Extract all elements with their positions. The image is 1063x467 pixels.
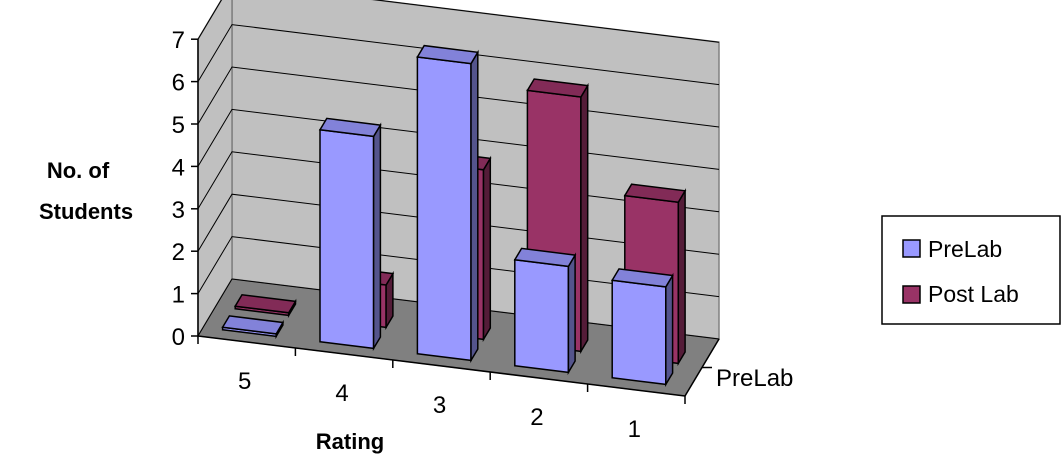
x-tick-label: 5 (238, 368, 251, 395)
bar-postlab-5 (233, 293, 297, 319)
x-tick-label: 2 (530, 404, 543, 431)
bar-prelab-3-side (470, 49, 479, 364)
y-tick-label: 7 (172, 27, 185, 54)
bar-prelab-1 (610, 268, 674, 388)
bar-prelab-2 (513, 247, 577, 376)
x-tick-labels: 5 4 3 2 1 (238, 368, 641, 443)
bar-prelab-4-top (318, 117, 382, 138)
y-tick-labels: 0 1 2 3 4 5 6 7 (172, 27, 185, 351)
bar-postlab-3-side (482, 155, 492, 343)
y-axis-title-line2: Students (39, 199, 133, 224)
x-tick-label: 1 (628, 416, 641, 443)
bar-prelab-5-top (221, 315, 285, 335)
y-tick-label: 4 (172, 154, 185, 181)
bar-prelab-2-front (514, 258, 570, 374)
bar-prelab-1-side (665, 272, 674, 388)
x-tick-label: 3 (433, 392, 446, 419)
x-axis-line (197, 335, 686, 397)
x-axis-title: Rating (316, 429, 384, 454)
bar-postlab-2-top (526, 78, 589, 98)
legend-box (881, 215, 1061, 325)
legend-label-postlab: Post Lab (928, 281, 1019, 307)
bar-prelab-3-front (416, 56, 472, 362)
bars (221, 44, 687, 388)
y-tick-label: 1 (172, 282, 185, 309)
y-tick-label: 0 (172, 324, 185, 351)
bar-postlab-1-top (623, 183, 687, 204)
bar-prelab-5 (221, 315, 285, 340)
depth-axis-label: PreLab (716, 365, 793, 392)
bar-prelab-3-top (416, 44, 480, 65)
y-tick-label: 5 (172, 112, 185, 139)
bar-prelab-2-side (567, 252, 576, 376)
x-tick-label: 4 (335, 380, 348, 407)
gridline (197, 24, 720, 86)
legend-swatch-prelab (902, 239, 921, 258)
bar-prelab-1-top (610, 268, 674, 288)
y-tick-label: 3 (172, 197, 185, 224)
legend-swatch-postlab (902, 285, 921, 304)
bar-prelab-4 (318, 117, 382, 352)
bar-prelab-1-front (611, 279, 667, 386)
y-tick-label: 2 (172, 239, 185, 266)
legend: PreLab Post Lab (881, 215, 1061, 325)
bar-postlab-5-top (233, 293, 297, 314)
bar-prelab-4-side (372, 122, 382, 352)
bar-prelab-2-top (513, 247, 577, 268)
gridline (197, 0, 720, 43)
legend-label-prelab: PreLab (928, 236, 1002, 262)
bar-prelab-3 (416, 44, 480, 364)
y-axis-title-line1: No. of (47, 158, 110, 183)
y-tick-label: 6 (172, 70, 185, 97)
bar-postlab-2-side (580, 82, 589, 355)
bar-prelab-4-front (319, 128, 375, 350)
bar-postlab-1-side (677, 188, 686, 367)
